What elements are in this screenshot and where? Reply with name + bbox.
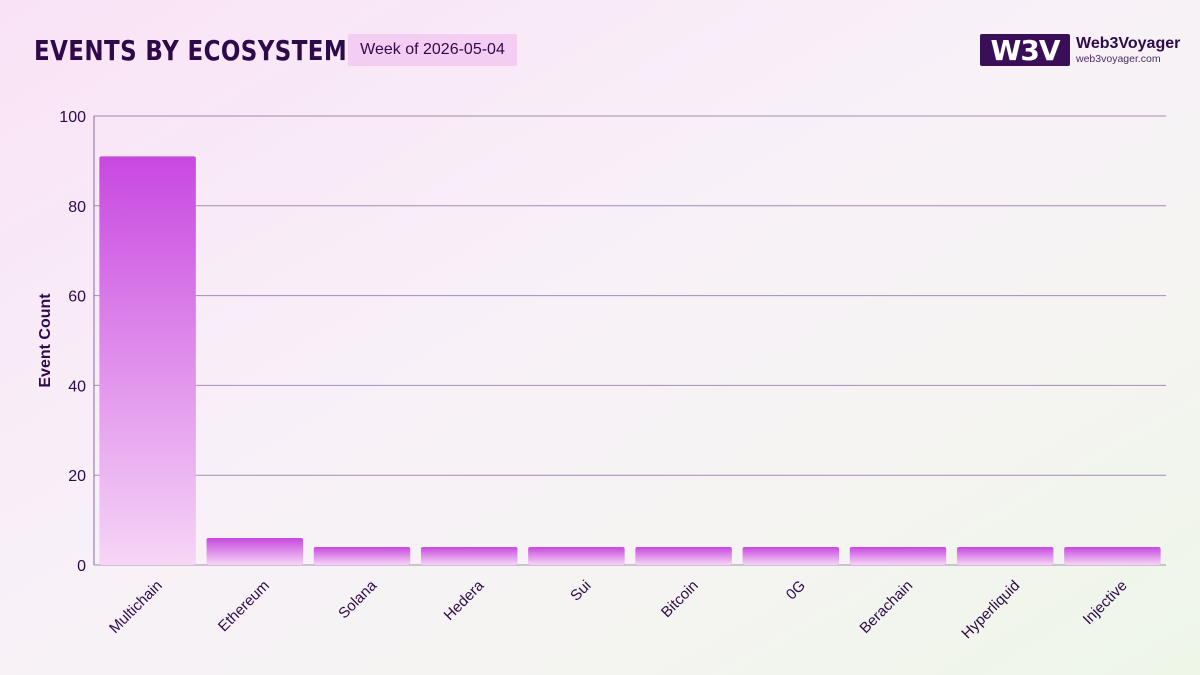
logo-name: Web3Voyager (1076, 35, 1181, 52)
chart-title: Events by Ecosystem (34, 34, 348, 67)
y-tick-label: 60 (68, 289, 86, 306)
x-tick-label: Solana (335, 577, 381, 623)
x-tick-label: 0G (783, 577, 809, 603)
web3voyager-logo: W3V Web3Voyager web3voyager.com (980, 34, 1180, 68)
week-badge: Week of 2026-05-04 (348, 34, 517, 66)
x-tick-label: Hedera (441, 577, 488, 624)
y-tick-label: 0 (77, 558, 86, 575)
x-tick-label: Injective (1080, 577, 1131, 628)
bar-berachain (849, 547, 947, 565)
y-tick-label: 40 (68, 378, 86, 395)
x-tick-label: Hyperliquid (958, 577, 1023, 642)
bar-multichain (99, 156, 196, 565)
x-tick-label: Sui (567, 577, 594, 604)
bar-hyperliquid (956, 547, 1054, 565)
bar-ethereum (206, 538, 304, 565)
y-tick-label: 80 (68, 199, 86, 216)
x-tick-label: Bitcoin (658, 577, 702, 621)
bar-0g (742, 547, 840, 565)
bar-bitcoin (635, 547, 732, 565)
x-tick-label: Berachain (856, 577, 916, 637)
bar-hedera (420, 547, 518, 565)
y-axis-label: Event Count (37, 293, 54, 388)
x-tick-label: Ethereum (215, 577, 273, 635)
logo-mark: W3V (980, 34, 1070, 67)
bar-solana (313, 547, 411, 565)
y-tick-label: 100 (59, 109, 86, 126)
y-tick-label: 20 (68, 468, 86, 485)
x-tick-label: Multichain (106, 577, 166, 637)
bar-injective (1064, 547, 1161, 565)
logo-url: web3voyager.com (1076, 53, 1161, 65)
bar-sui (528, 547, 625, 565)
